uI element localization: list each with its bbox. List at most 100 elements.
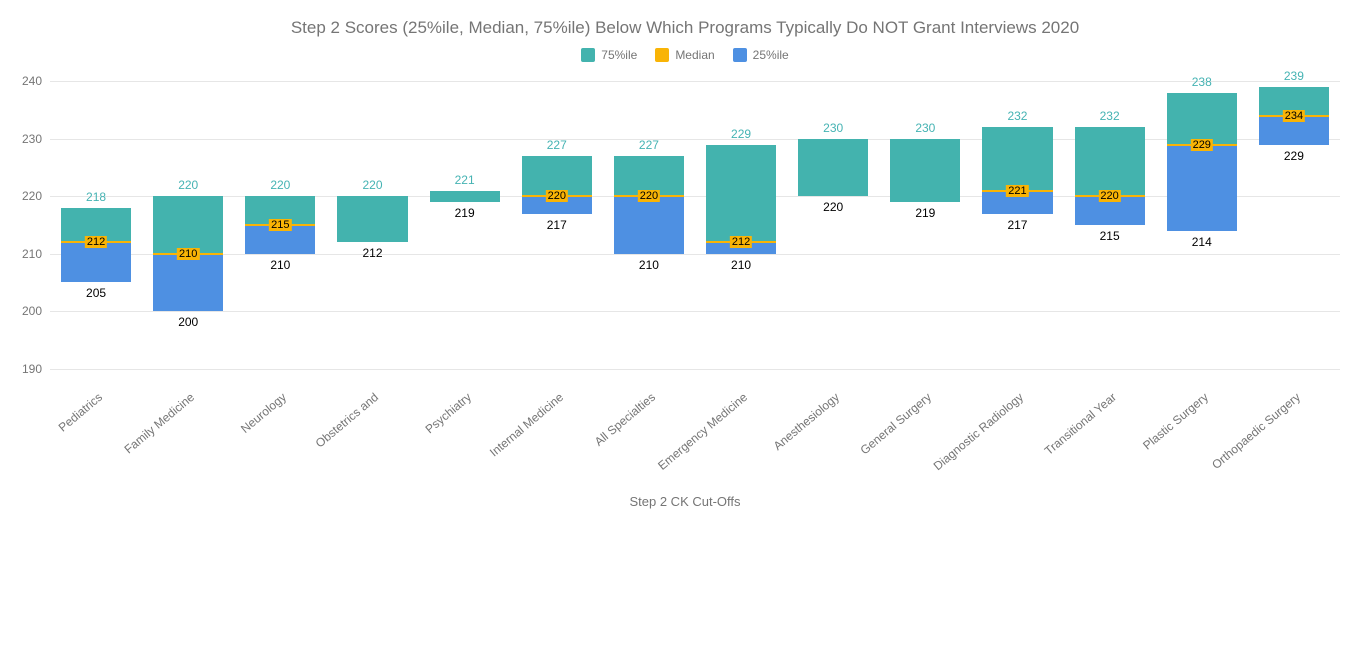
x-tick-label: Psychiatry <box>422 390 473 436</box>
x-tick-label: Neurology <box>238 390 289 436</box>
bar-segment-p75 <box>982 127 1052 190</box>
p25-label: 215 <box>1064 229 1156 243</box>
bar-segment-p75 <box>1167 93 1237 145</box>
bar-slot: 221 219 <box>419 70 511 380</box>
p25-label: 217 <box>511 218 603 232</box>
y-tick-label: 210 <box>22 247 42 261</box>
median-label: 210 <box>177 248 199 260</box>
median-label: 220 <box>1098 190 1120 202</box>
bar: 212 <box>61 208 131 283</box>
chart-title: Step 2 Scores (25%ile, Median, 75%ile) B… <box>0 0 1370 38</box>
x-label-slot: Transitional Year <box>1064 380 1156 490</box>
x-label-slot: Anesthesiology <box>787 380 879 490</box>
bar: 215 <box>245 196 315 253</box>
bar-slot: 229238214 <box>1156 70 1248 380</box>
bar-segment-p75 <box>1075 127 1145 196</box>
p75-label: 238 <box>1156 75 1248 89</box>
median-label: 212 <box>730 236 752 248</box>
median-label: 220 <box>546 190 568 202</box>
legend-swatch <box>655 48 669 62</box>
legend-swatch <box>581 48 595 62</box>
x-label-slot: Obstetrics and <box>326 380 418 490</box>
x-label-slot: Orthopaedic Surgery <box>1248 380 1340 490</box>
x-label-slot: All Specialties <box>603 380 695 490</box>
p25-label: 205 <box>50 286 142 300</box>
bar-segment-p25 <box>153 254 223 311</box>
bar-slot: 220 232 215 <box>1064 70 1156 380</box>
chart-x-title: Step 2 CK Cut-Offs <box>0 494 1370 509</box>
bar-slot: 220 227 217 <box>511 70 603 380</box>
median-label: 221 <box>1006 185 1028 197</box>
bar <box>337 196 407 242</box>
bar-slot: 230 220 <box>787 70 879 380</box>
bar: 220 <box>1075 127 1145 225</box>
x-label-slot: Internal Medicine <box>511 380 603 490</box>
chart-x-axis: Pediatrics Family MedicineNeurology Obstet… <box>50 380 1340 490</box>
bar-segment-p25 <box>614 196 684 253</box>
p25-label: 210 <box>695 258 787 272</box>
p25-label: 219 <box>419 206 511 220</box>
bar: 234 <box>1259 87 1329 144</box>
p25-label: 217 <box>971 218 1063 232</box>
bar: 210 <box>153 196 223 311</box>
y-tick-label: 240 <box>22 74 42 88</box>
p75-label: 220 <box>326 178 418 192</box>
chart-legend: 75%ile Median 25%ile <box>0 48 1370 62</box>
y-tick-label: 230 <box>22 132 42 146</box>
x-label-slot: Plastic Surgery <box>1156 380 1248 490</box>
bar-segment-p75 <box>706 145 776 243</box>
p75-label: 239 <box>1248 69 1340 83</box>
p25-label: 210 <box>234 258 326 272</box>
median-label: 234 <box>1283 110 1305 122</box>
p75-label: 221 <box>419 173 511 187</box>
bar-slot: 234 239 229 <box>1248 70 1340 380</box>
p75-label: 218 <box>50 190 142 204</box>
p25-label: 219 <box>879 206 971 220</box>
y-tick-label: 220 <box>22 189 42 203</box>
p75-label: 220 <box>142 178 234 192</box>
p75-label: 232 <box>971 109 1063 123</box>
bar: 220 <box>522 156 592 213</box>
p75-label: 227 <box>603 138 695 152</box>
bar: 220 <box>614 156 684 254</box>
bar <box>430 191 500 202</box>
legend-label: 75%ile <box>601 48 637 62</box>
bar <box>798 139 868 196</box>
y-tick-label: 190 <box>22 362 42 376</box>
x-label-slot: Diagnostic Radiology <box>971 380 1063 490</box>
legend-item: 25%ile <box>733 48 789 62</box>
bar-slot: 220 227 210 <box>603 70 695 380</box>
p25-label: 200 <box>142 315 234 329</box>
p25-label: 214 <box>1156 235 1248 249</box>
p25-label: 210 <box>603 258 695 272</box>
p75-label: 232 <box>1064 109 1156 123</box>
x-label-slot: General Surgery <box>879 380 971 490</box>
x-label-slot: Pediatrics <box>50 380 142 490</box>
bar: 212 <box>706 145 776 254</box>
bar: 221 <box>982 127 1052 213</box>
p75-label: 227 <box>511 138 603 152</box>
p25-label: 220 <box>787 200 879 214</box>
p75-label: 229 <box>695 127 787 141</box>
bar-segment-p25 <box>1167 145 1237 231</box>
p25-label: 229 <box>1248 149 1340 163</box>
y-tick-label: 200 <box>22 304 42 318</box>
legend-swatch <box>733 48 747 62</box>
x-label-slot: Emergency Medicine <box>695 380 787 490</box>
x-label-slot: Family Medicine <box>142 380 234 490</box>
bar-slot: 210 220 200 <box>142 70 234 380</box>
legend-item: 75%ile <box>581 48 637 62</box>
legend-label: Median <box>675 48 714 62</box>
p75-label: 220 <box>234 178 326 192</box>
p75-label: 230 <box>879 121 971 135</box>
bar-slot: 212 229 210 <box>695 70 787 380</box>
x-label-slot: Psychiatry <box>419 380 511 490</box>
bar-segment-p25 <box>61 242 131 282</box>
median-label: 215 <box>269 219 291 231</box>
legend-label: 25%ile <box>753 48 789 62</box>
median-label: 220 <box>638 190 660 202</box>
median-label: 212 <box>85 236 107 248</box>
p75-label: 230 <box>787 121 879 135</box>
bar-slot: 212 218 205 <box>50 70 142 380</box>
x-tick-label: Pediatrics <box>56 390 105 435</box>
